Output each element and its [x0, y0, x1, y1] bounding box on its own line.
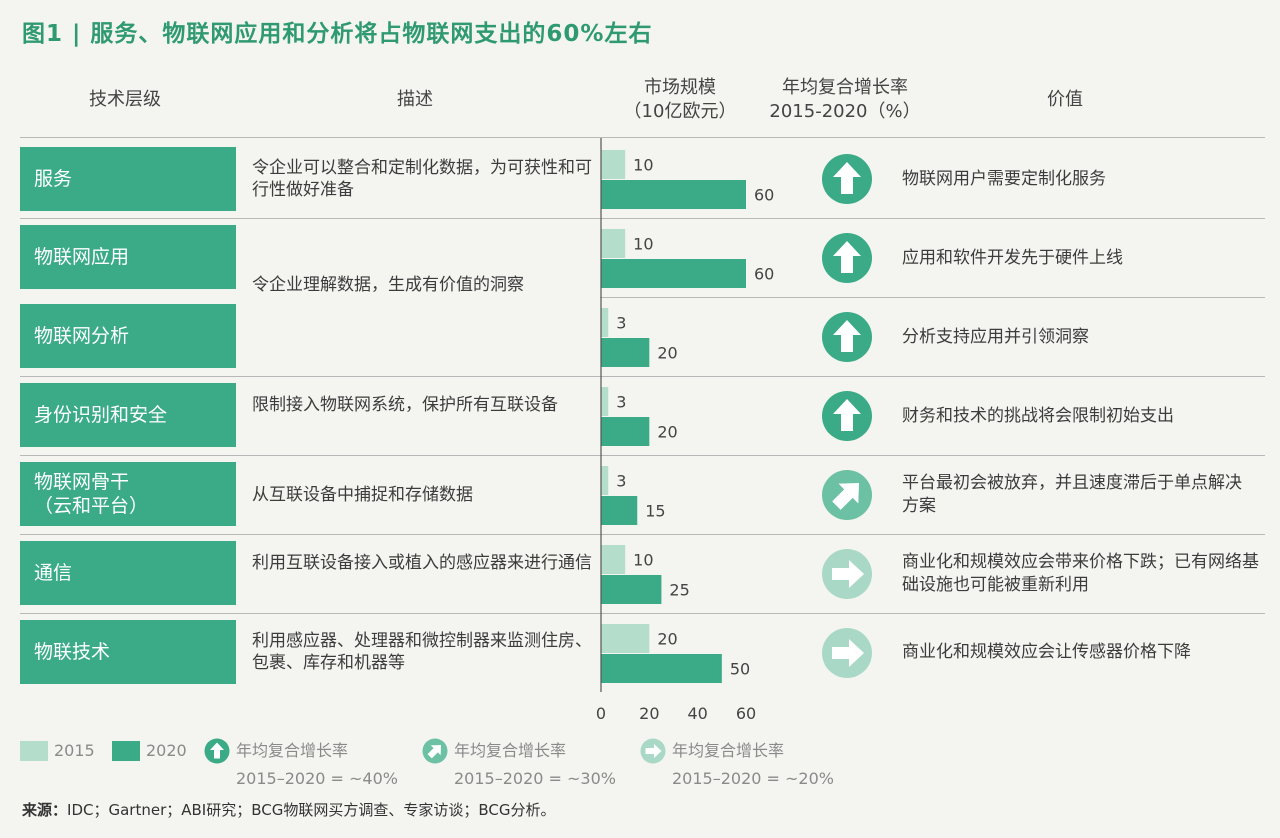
legend-swatch-2015: [20, 741, 48, 761]
x-tick-label: 0: [596, 704, 606, 723]
legend-label-2015: 2015: [54, 741, 95, 760]
bar-2015: [601, 308, 609, 337]
desc-iot-tech: 利用感应器、处理器和微控制器来监测住房、包裹、库存和机器等: [252, 631, 592, 673]
bar-2020: [601, 417, 650, 446]
bar-2015: [601, 466, 609, 495]
row-separator: [20, 455, 1265, 456]
layer-iot-analytics: 物联网分析: [20, 304, 236, 368]
bar-value-label: 15: [645, 502, 665, 521]
source-note: 来源：IDC；Gartner；ABI研究；BCG物联网买方调查、专家访谈；BCG…: [22, 799, 555, 820]
legend-diagonal-arrow-icon: [422, 738, 448, 764]
up-arrow-icon: [822, 391, 872, 441]
row-separator: [20, 613, 1265, 614]
bar-2020: [601, 496, 638, 525]
value-services: 物联网用户需要定制化服务: [902, 169, 1106, 189]
header-market-size: 市场规模 （10亿欧元）: [610, 76, 750, 126]
legend-label-2020: 2020: [146, 741, 187, 760]
header-value: 价值: [1047, 89, 1083, 110]
bar-2020: [601, 259, 746, 288]
bar-2020: [601, 180, 746, 209]
value-communication: 商业化和规模效应会带来价格下跌；已有网络基础设施也可能被重新利用: [902, 552, 1259, 595]
right-arrow-icon: [822, 628, 872, 678]
up-arrow-icon: [822, 233, 872, 283]
bar-value-label: 60: [754, 265, 774, 284]
row-separator: [20, 137, 1265, 138]
legend-cagr-30: 2015–2020 = ~30%: [454, 769, 616, 788]
value-iot-apps: 应用和软件开发先于硬件上线: [902, 248, 1123, 268]
desc-iot-backbone: 从互联设备中捕捉和存储数据: [252, 485, 473, 505]
layer-iot-tech: 物联技术: [20, 620, 236, 684]
layer-iot-apps: 物联网应用: [20, 225, 236, 289]
legend-cagr-label: 年均复合增长率: [454, 741, 567, 760]
right-arrow-icon: [822, 549, 872, 599]
bar-2015: [601, 624, 650, 653]
layer-iot-backbone: 物联网骨干 （云和平台）: [20, 462, 236, 526]
bar-value-label: 3: [616, 393, 626, 412]
desc-apps-analytics: 令企业理解数据，生成有价值的洞察: [252, 275, 524, 295]
x-tick-label: 20: [639, 704, 659, 723]
bar-value-label: 3: [616, 472, 626, 491]
bar-value-label: 10: [633, 156, 653, 175]
bar-value-label: 50: [730, 660, 750, 679]
bar-value-label: 20: [657, 423, 677, 442]
x-tick-label: 60: [736, 704, 756, 723]
row-separator: [20, 376, 1265, 377]
legend-right-arrow-icon: [640, 738, 666, 764]
bar-2020: [601, 654, 722, 683]
layer-services: 服务: [20, 147, 236, 211]
bar-2020: [601, 575, 662, 604]
source-label: 来源：: [22, 801, 68, 819]
bar-value-label: 20: [657, 630, 677, 649]
source-text: IDC；Gartner；ABI研究；BCG物联网买方调查、专家访谈；BCG分析。: [67, 801, 556, 819]
legend-cagr-20: 2015–2020 = ~20%: [672, 769, 834, 788]
x-tick-label: 40: [687, 704, 707, 723]
header-cagr-line2: 2015-2020（%）: [769, 101, 921, 122]
bar-value-label: 10: [633, 551, 653, 570]
page-title: 图1 | 服务、物联网应用和分析将占物联网支出的60%左右: [22, 21, 653, 47]
bar-value-label: 60: [754, 186, 774, 205]
row-separator: [20, 218, 1265, 219]
bar-value-label: 3: [616, 314, 626, 333]
legend-up-arrow-icon: [204, 738, 230, 764]
bar-value-label: 10: [633, 235, 653, 254]
value-iot-analytics: 分析支持应用并引领洞察: [902, 327, 1089, 347]
up-arrow-icon: [822, 312, 872, 362]
diagonal-arrow-icon: [822, 470, 872, 520]
bar-value-label: 25: [669, 581, 689, 600]
row-separator: [20, 534, 1265, 535]
bar-2015: [601, 229, 626, 258]
header-market-line1: 市场规模: [644, 77, 716, 98]
bar-2015: [601, 150, 626, 179]
value-iot-backbone: 平台最初会被放弃，并且速度滞后于单点解决方案: [902, 473, 1242, 516]
legend-cagr-40: 2015–2020 = ~40%: [236, 769, 398, 788]
desc-services: 令企业可以整合和定制化数据，为可获性和可行性做好准备: [252, 158, 592, 200]
bar-2020: [601, 338, 650, 367]
bar-value-label: 20: [657, 344, 677, 363]
header-cagr: 年均复合增长率 2015-2020（%）: [760, 76, 930, 126]
header-cagr-line1: 年均复合增长率: [782, 77, 908, 98]
up-arrow-icon: [822, 154, 872, 204]
legend-swatch-2020: [112, 741, 140, 761]
row-separator: [600, 297, 1265, 298]
legend-cagr-label: 年均复合增长率: [672, 741, 785, 760]
layer-identity-security: 身份识别和安全: [20, 383, 236, 447]
layer-communication: 通信: [20, 541, 236, 605]
desc-identity-security: 限制接入物联网系统，保护所有互联设备: [252, 395, 558, 415]
bar-2015: [601, 387, 609, 416]
desc-communication: 利用互联设备接入或植入的感应器来进行通信: [252, 553, 592, 573]
header-desc: 描述: [397, 89, 433, 110]
header-market-line2: （10亿欧元）: [623, 101, 737, 122]
legend-cagr-label: 年均复合增长率: [236, 741, 349, 760]
bar-2015: [601, 545, 626, 574]
value-identity-security: 财务和技术的挑战将会限制初始支出: [902, 406, 1174, 426]
header-layer: 技术层级: [89, 89, 161, 110]
value-iot-tech: 商业化和规模效应会让传感器价格下降: [902, 642, 1191, 662]
